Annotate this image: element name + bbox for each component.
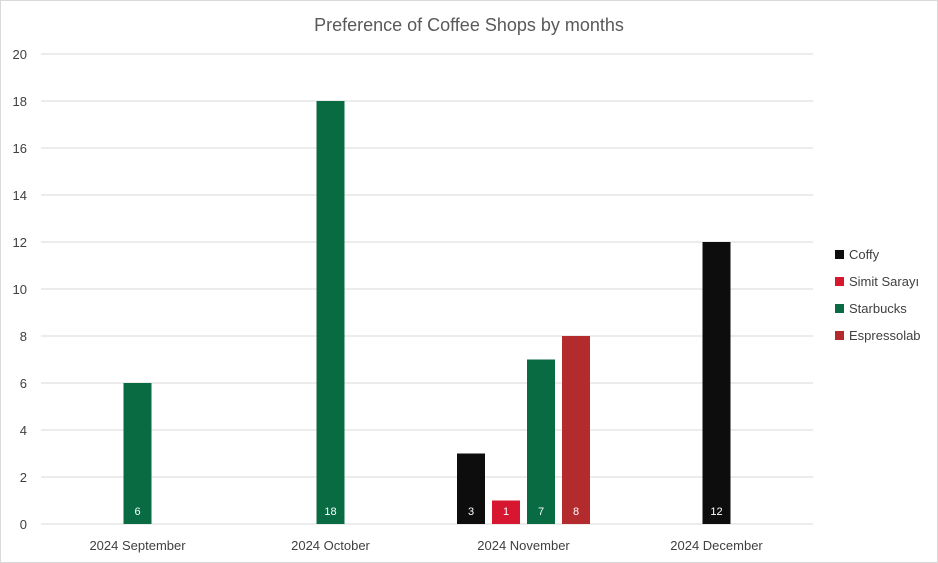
y-tick-label: 14 (13, 188, 27, 203)
legend-label: Espressolab (849, 328, 921, 343)
x-category-label: 2024 September (89, 538, 186, 553)
chart-title: Preference of Coffee Shops by months (314, 15, 624, 35)
x-axis-categories: 2024 September 2024 October 2024 November 2… (89, 538, 763, 553)
bar-value-label: 12 (710, 506, 722, 518)
legend-swatch (835, 304, 844, 313)
bar-value-label: 18 (324, 506, 336, 518)
legend-label: Coffy (849, 247, 880, 262)
legend: Coffy Simit Sarayı Starbucks Espressolab (835, 247, 921, 343)
legend-swatch (835, 277, 844, 286)
bar-starbucks (123, 383, 152, 524)
gridlines (41, 53, 813, 525)
x-category-label: 2024 October (291, 538, 370, 553)
bar-value-label: 8 (573, 506, 579, 518)
bar-starbucks (527, 359, 555, 524)
x-category-label: 2024 November (477, 538, 570, 553)
y-tick-label: 10 (13, 282, 27, 297)
y-tick-label: 20 (13, 47, 27, 62)
data-labels: 6 18 3 1 7 8 12 (134, 506, 722, 518)
legend-label: Starbucks (849, 301, 907, 316)
x-category-label: 2024 December (670, 538, 763, 553)
y-tick-label: 0 (20, 517, 27, 532)
y-tick-label: 18 (13, 94, 27, 109)
bar-simit-saray- (492, 500, 520, 524)
bars (123, 101, 731, 524)
y-tick-label: 4 (20, 423, 27, 438)
legend-swatch (835, 331, 844, 340)
bar-value-label: 7 (538, 506, 544, 518)
y-axis-ticks: 0 2 4 6 8 10 12 14 16 18 20 (13, 47, 27, 532)
bar-value-label: 1 (503, 506, 509, 518)
bar-value-label: 6 (134, 506, 140, 518)
y-tick-label: 2 (20, 470, 27, 485)
y-tick-label: 16 (13, 141, 27, 156)
y-tick-label: 12 (13, 235, 27, 250)
legend-label: Simit Sarayı (849, 274, 919, 289)
y-tick-label: 8 (20, 329, 27, 344)
bar-espressolab (562, 336, 590, 524)
y-tick-label: 6 (20, 376, 27, 391)
bar-starbucks (316, 101, 345, 524)
bar-coffy (457, 453, 485, 524)
bar-coffy (702, 242, 731, 524)
legend-swatch (835, 250, 844, 259)
bar-value-label: 3 (468, 506, 474, 518)
